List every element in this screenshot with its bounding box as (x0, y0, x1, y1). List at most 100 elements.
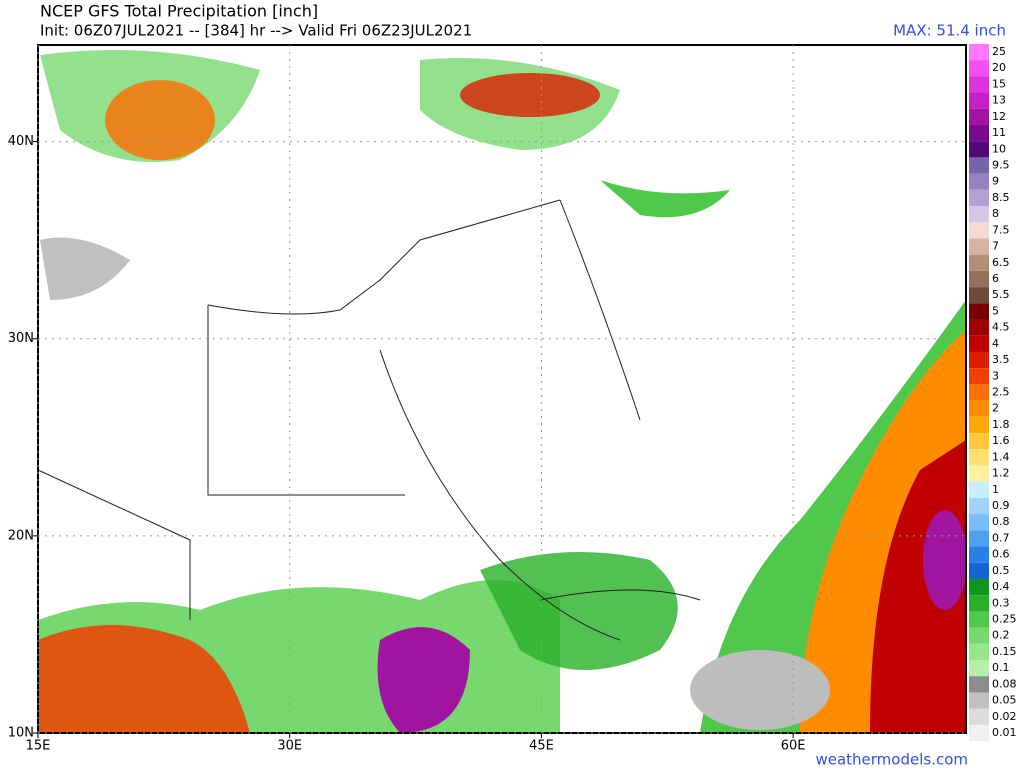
legend-label: 0.6 (992, 548, 1010, 561)
legend-label: 0.25 (992, 613, 1017, 626)
legend-swatch (969, 562, 989, 579)
legend-swatch (969, 92, 989, 109)
legend-swatch (969, 173, 989, 190)
legend-swatch (969, 497, 989, 515)
legend-swatch (969, 692, 989, 709)
legend-label: 8 (992, 207, 999, 220)
legend-swatch (969, 449, 989, 466)
legend-label: 0.15 (992, 645, 1017, 658)
rain-field (105, 80, 215, 160)
legend-swatch (969, 43, 989, 61)
legend-swatch (969, 481, 989, 498)
legend-swatch (969, 627, 989, 644)
legend-swatch (969, 124, 989, 142)
lon-label: 45E (529, 739, 554, 754)
legend-swatch (969, 530, 989, 547)
rain-field (480, 552, 678, 670)
legend-label: 25 (992, 45, 1006, 58)
rain-field (40, 237, 130, 300)
rain-field (923, 510, 967, 610)
legend-swatch (969, 60, 989, 77)
legend-swatch (969, 595, 989, 612)
legend-label: 0.7 (992, 531, 1010, 544)
legend-label: 0.08 (992, 677, 1017, 690)
legend-label: 7 (992, 240, 999, 253)
legend-label: 6 (992, 272, 999, 285)
legend-label: 7.5 (992, 223, 1010, 236)
legend-swatch (969, 270, 989, 288)
lat-label: 30N (8, 331, 34, 346)
lon-label: 15E (26, 739, 51, 754)
legend-swatch (969, 351, 989, 369)
legend-swatch (969, 319, 989, 336)
legend-label: 1.6 (992, 434, 1010, 447)
legend-label: 10 (992, 142, 1006, 155)
rain-field (38, 625, 250, 733)
legend-swatch (969, 303, 989, 320)
legend-swatch (969, 433, 989, 450)
legend-label: 0.01 (992, 726, 1017, 739)
legend-label: 5.5 (992, 288, 1010, 301)
legend-label: 12 (992, 110, 1006, 123)
lat-label: 40N (8, 134, 34, 149)
legend-label: 0.3 (992, 596, 1010, 609)
legend-label: 0.9 (992, 499, 1010, 512)
legend-label: 9 (992, 175, 999, 188)
legend-label: 11 (992, 126, 1006, 139)
legend-label: 6.5 (992, 256, 1010, 269)
legend-label: 2.5 (992, 386, 1010, 399)
legend-label: 1.8 (992, 418, 1010, 431)
lat-label: 20N (8, 528, 34, 543)
legend-swatch (969, 189, 989, 207)
legend-label: 4 (992, 337, 999, 350)
legend-label: 3.5 (992, 353, 1010, 366)
legend-swatch (969, 676, 989, 693)
legend-label: 0.8 (992, 515, 1010, 528)
legend-swatch (969, 238, 989, 255)
legend-swatch (969, 108, 989, 125)
legend-label: 5 (992, 304, 999, 317)
init-line: Init: 06Z07JUL2021 -- [384] hr --> Valid… (40, 22, 472, 40)
legend-swatch (969, 611, 989, 628)
max-label: MAX: 51.4 inch (893, 22, 1006, 40)
rain-field (690, 650, 830, 730)
legend-label: 1.4 (992, 450, 1010, 463)
rain-field (460, 73, 600, 117)
legend-label: 1 (992, 483, 999, 496)
legend-label: 0.5 (992, 564, 1010, 577)
legend-label: 20 (992, 61, 1006, 74)
legend-swatch (969, 416, 989, 434)
legend-swatch (969, 643, 989, 661)
lon-label: 30E (277, 739, 302, 754)
legend-label: 4.5 (992, 321, 1010, 334)
legend-swatch (969, 222, 989, 239)
lat-label: 10N (8, 726, 34, 741)
title: NCEP GFS Total Precipitation [inch] (40, 2, 318, 21)
legend-label: 15 (992, 77, 1006, 90)
legend-label: 0.2 (992, 629, 1010, 642)
legend-swatch (969, 287, 989, 304)
legend-swatch (969, 578, 989, 596)
map-area (37, 44, 967, 734)
legend-label: 0.02 (992, 710, 1017, 723)
legend-swatch (969, 708, 989, 725)
legend-swatch (969, 76, 989, 93)
legend-label: 9.5 (992, 159, 1010, 172)
legend-label: 0.1 (992, 661, 1010, 674)
rain-field (377, 627, 470, 733)
legend-swatch (969, 514, 989, 531)
legend-swatch (969, 724, 989, 742)
legend-swatch (969, 254, 989, 271)
legend-swatch (969, 335, 989, 352)
legend-swatch (969, 157, 989, 174)
rain-field (600, 180, 730, 218)
lon-label: 60E (781, 739, 806, 754)
credit: weathermodels.com (815, 751, 968, 769)
legend-swatch (969, 384, 989, 401)
border-lines (37, 199, 701, 641)
legend-swatch (969, 141, 989, 158)
legend-swatch (969, 400, 989, 417)
legend-swatch (969, 546, 989, 563)
legend-label: 0.4 (992, 580, 1010, 593)
